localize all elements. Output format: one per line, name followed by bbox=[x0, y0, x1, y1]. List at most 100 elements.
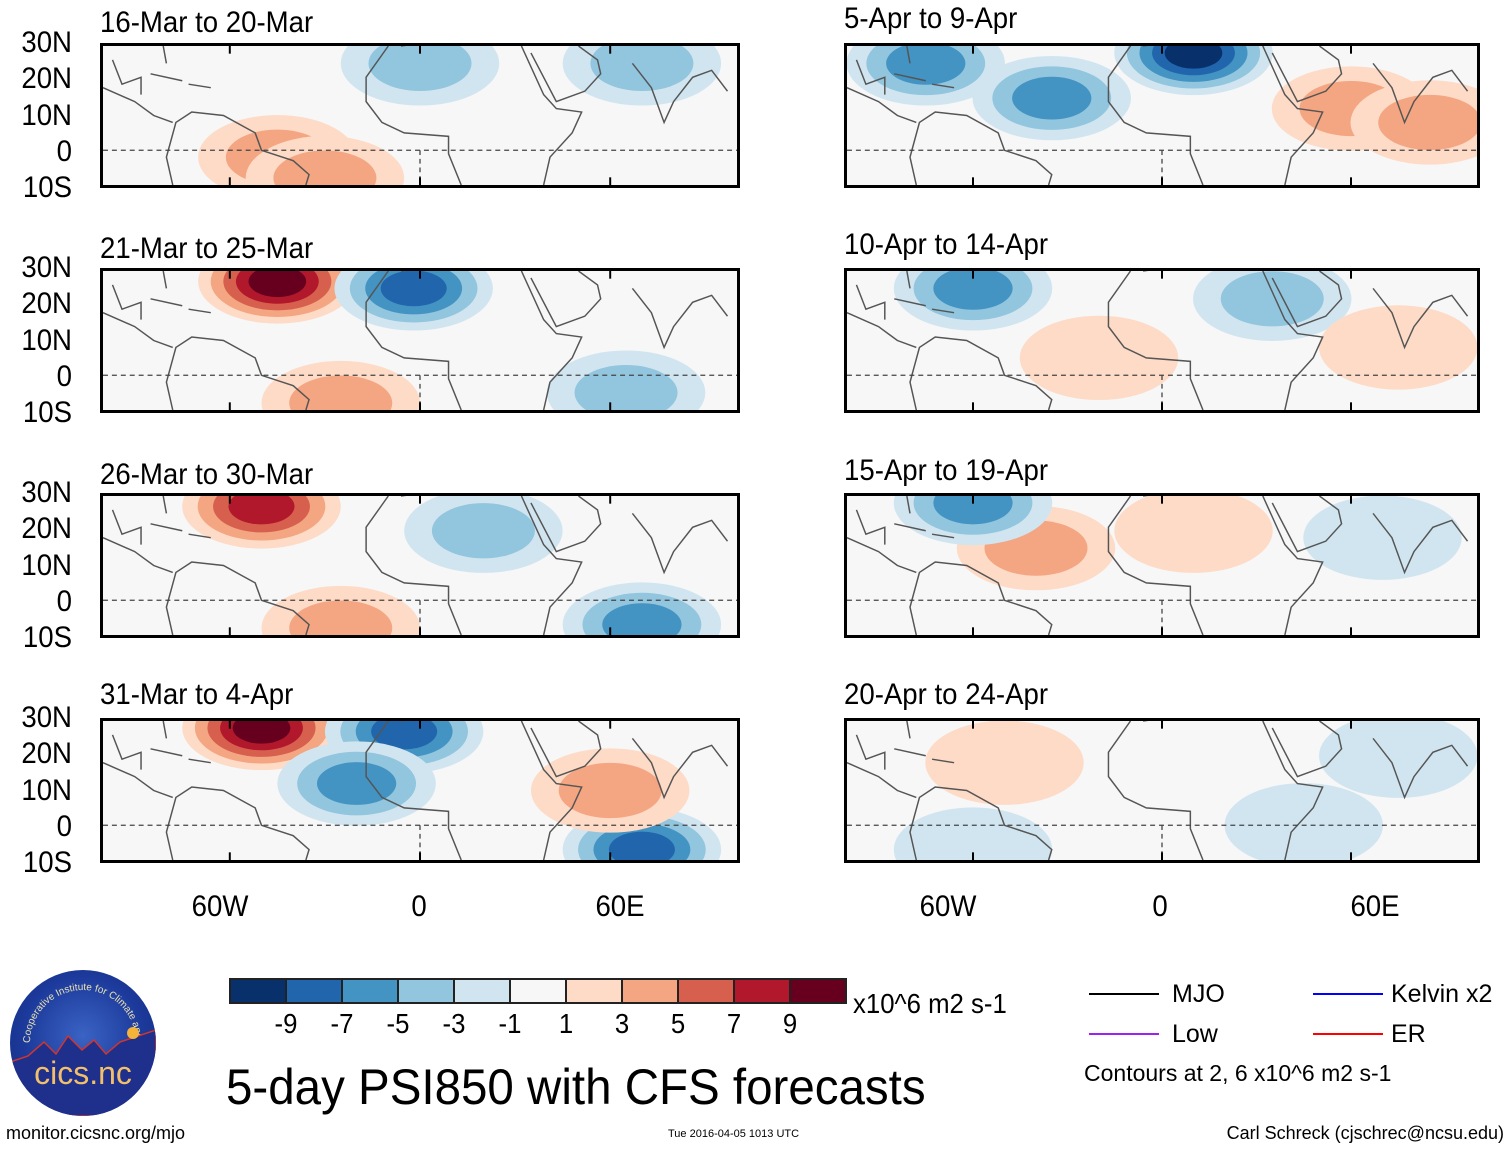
coastline bbox=[103, 312, 174, 349]
lat-label: 10S bbox=[22, 846, 72, 879]
legend-contour-note: Contours at 2, 6 x10^6 m2 s-1 bbox=[1084, 1060, 1392, 1086]
colorbar-units: x10^6 m2 s-1 bbox=[853, 988, 1007, 1019]
coastline bbox=[631, 512, 729, 575]
anomaly-shading bbox=[248, 271, 307, 298]
lat-label: 30N bbox=[21, 476, 72, 509]
lat-label: 0 bbox=[56, 809, 72, 843]
coastline bbox=[103, 87, 174, 124]
coastline bbox=[894, 298, 926, 307]
lat-label: 10N bbox=[21, 323, 72, 357]
coastline bbox=[165, 111, 310, 185]
colorbar-swatch bbox=[567, 980, 623, 1002]
anomaly-shading bbox=[316, 762, 397, 805]
coastline bbox=[1372, 287, 1469, 350]
lat-label: 10N bbox=[21, 773, 72, 807]
colorbar-swatch bbox=[623, 980, 679, 1002]
coastline bbox=[1372, 512, 1469, 575]
coastline bbox=[162, 46, 168, 64]
coastline bbox=[520, 721, 583, 860]
coastline bbox=[188, 533, 211, 539]
anomaly-shading bbox=[1164, 46, 1223, 69]
lon-label: 60E bbox=[1350, 890, 1400, 923]
colorbar-tick-label: 5 bbox=[670, 1008, 686, 1039]
coastline bbox=[162, 496, 168, 514]
coastline bbox=[188, 83, 211, 89]
coastline bbox=[111, 59, 142, 95]
anomaly-shading bbox=[1019, 315, 1179, 401]
anomaly-shading bbox=[933, 496, 1013, 525]
colorbar-tick-label: 9 bbox=[782, 1008, 798, 1039]
lat-label: 20N bbox=[21, 737, 72, 771]
anomaly-shading bbox=[933, 271, 1013, 310]
map-forecast-1 bbox=[844, 43, 1480, 188]
coastline bbox=[165, 336, 310, 410]
coastline bbox=[365, 46, 462, 185]
colorbar-tick-label: 1 bbox=[558, 1008, 574, 1039]
coastline bbox=[909, 336, 1053, 410]
legend-mjo-label: MJO bbox=[1172, 980, 1225, 1008]
anomaly-shading bbox=[893, 807, 1053, 860]
logo-ring-text: Cooperative Institute for Climate and Sa… bbox=[10, 970, 144, 1043]
lon-label: 60E bbox=[595, 890, 645, 923]
coastline bbox=[165, 561, 310, 635]
coastline bbox=[1271, 721, 1343, 778]
colorbar-swatch bbox=[287, 980, 343, 1002]
coastline bbox=[1372, 737, 1469, 800]
lat-label: 10N bbox=[21, 548, 72, 582]
coastline bbox=[906, 46, 911, 64]
footer-url[interactable]: monitor.cicsnc.org/mjo bbox=[6, 1123, 186, 1143]
coastline bbox=[909, 786, 1053, 860]
colorbar-tick-label: -1 bbox=[498, 1008, 522, 1039]
lat-label: 10N bbox=[21, 98, 72, 132]
coastline bbox=[931, 83, 955, 89]
coastline bbox=[1262, 46, 1324, 185]
legend-kelvin-label: Kelvin x2 bbox=[1391, 980, 1493, 1008]
coastline bbox=[520, 46, 583, 185]
map-forecast-3 bbox=[844, 493, 1480, 638]
coastline bbox=[906, 496, 911, 514]
colorbar-swatch bbox=[399, 980, 455, 1002]
anomaly-shading bbox=[1012, 76, 1092, 120]
coastline bbox=[365, 271, 462, 410]
coastline bbox=[855, 509, 886, 545]
anomaly-shading bbox=[273, 150, 377, 185]
coastline bbox=[847, 312, 917, 349]
cics-logo: Cooperative Institute for Climate and Sa… bbox=[10, 970, 156, 1116]
coastline bbox=[1271, 46, 1343, 103]
coastline bbox=[631, 62, 729, 125]
anomaly-shading bbox=[431, 503, 535, 559]
coastline bbox=[188, 758, 211, 764]
anomaly-shading bbox=[608, 831, 675, 860]
coastline bbox=[1271, 496, 1343, 553]
legend-low-line bbox=[1089, 1033, 1159, 1035]
lat-label: 0 bbox=[56, 584, 72, 618]
colorbar-swatch bbox=[791, 980, 845, 1002]
coastline bbox=[631, 737, 729, 800]
anomaly-shading bbox=[886, 46, 966, 85]
svg-text:Cooperative Institute for Clim: Cooperative Institute for Climate and Sa… bbox=[10, 970, 144, 1043]
lat-label: 0 bbox=[56, 359, 72, 393]
legend-low-label: Low bbox=[1172, 1020, 1218, 1048]
coastline bbox=[1372, 62, 1469, 125]
coastline bbox=[150, 523, 183, 532]
coastline bbox=[188, 308, 211, 314]
colorbar-swatch bbox=[679, 980, 735, 1002]
coastline bbox=[111, 284, 142, 320]
anomaly-shading bbox=[380, 271, 447, 307]
coastline bbox=[111, 734, 142, 770]
lat-label: 10S bbox=[22, 396, 72, 429]
legend-er-label: ER bbox=[1391, 1020, 1426, 1048]
map-observed-4 bbox=[100, 718, 740, 863]
coastline bbox=[894, 748, 926, 757]
anomaly-shading bbox=[925, 721, 1084, 805]
anomaly-shading bbox=[1319, 721, 1477, 798]
panel-period-label: 15-Apr to 19-Apr bbox=[844, 454, 1049, 487]
coastline bbox=[162, 271, 168, 289]
coastline bbox=[530, 496, 602, 553]
anomaly-shading bbox=[1319, 305, 1477, 390]
colorbar bbox=[229, 978, 847, 1004]
coastline bbox=[906, 271, 911, 289]
coastline bbox=[631, 287, 729, 350]
lat-label: 10S bbox=[22, 621, 72, 654]
anomaly-shading bbox=[1220, 271, 1324, 327]
